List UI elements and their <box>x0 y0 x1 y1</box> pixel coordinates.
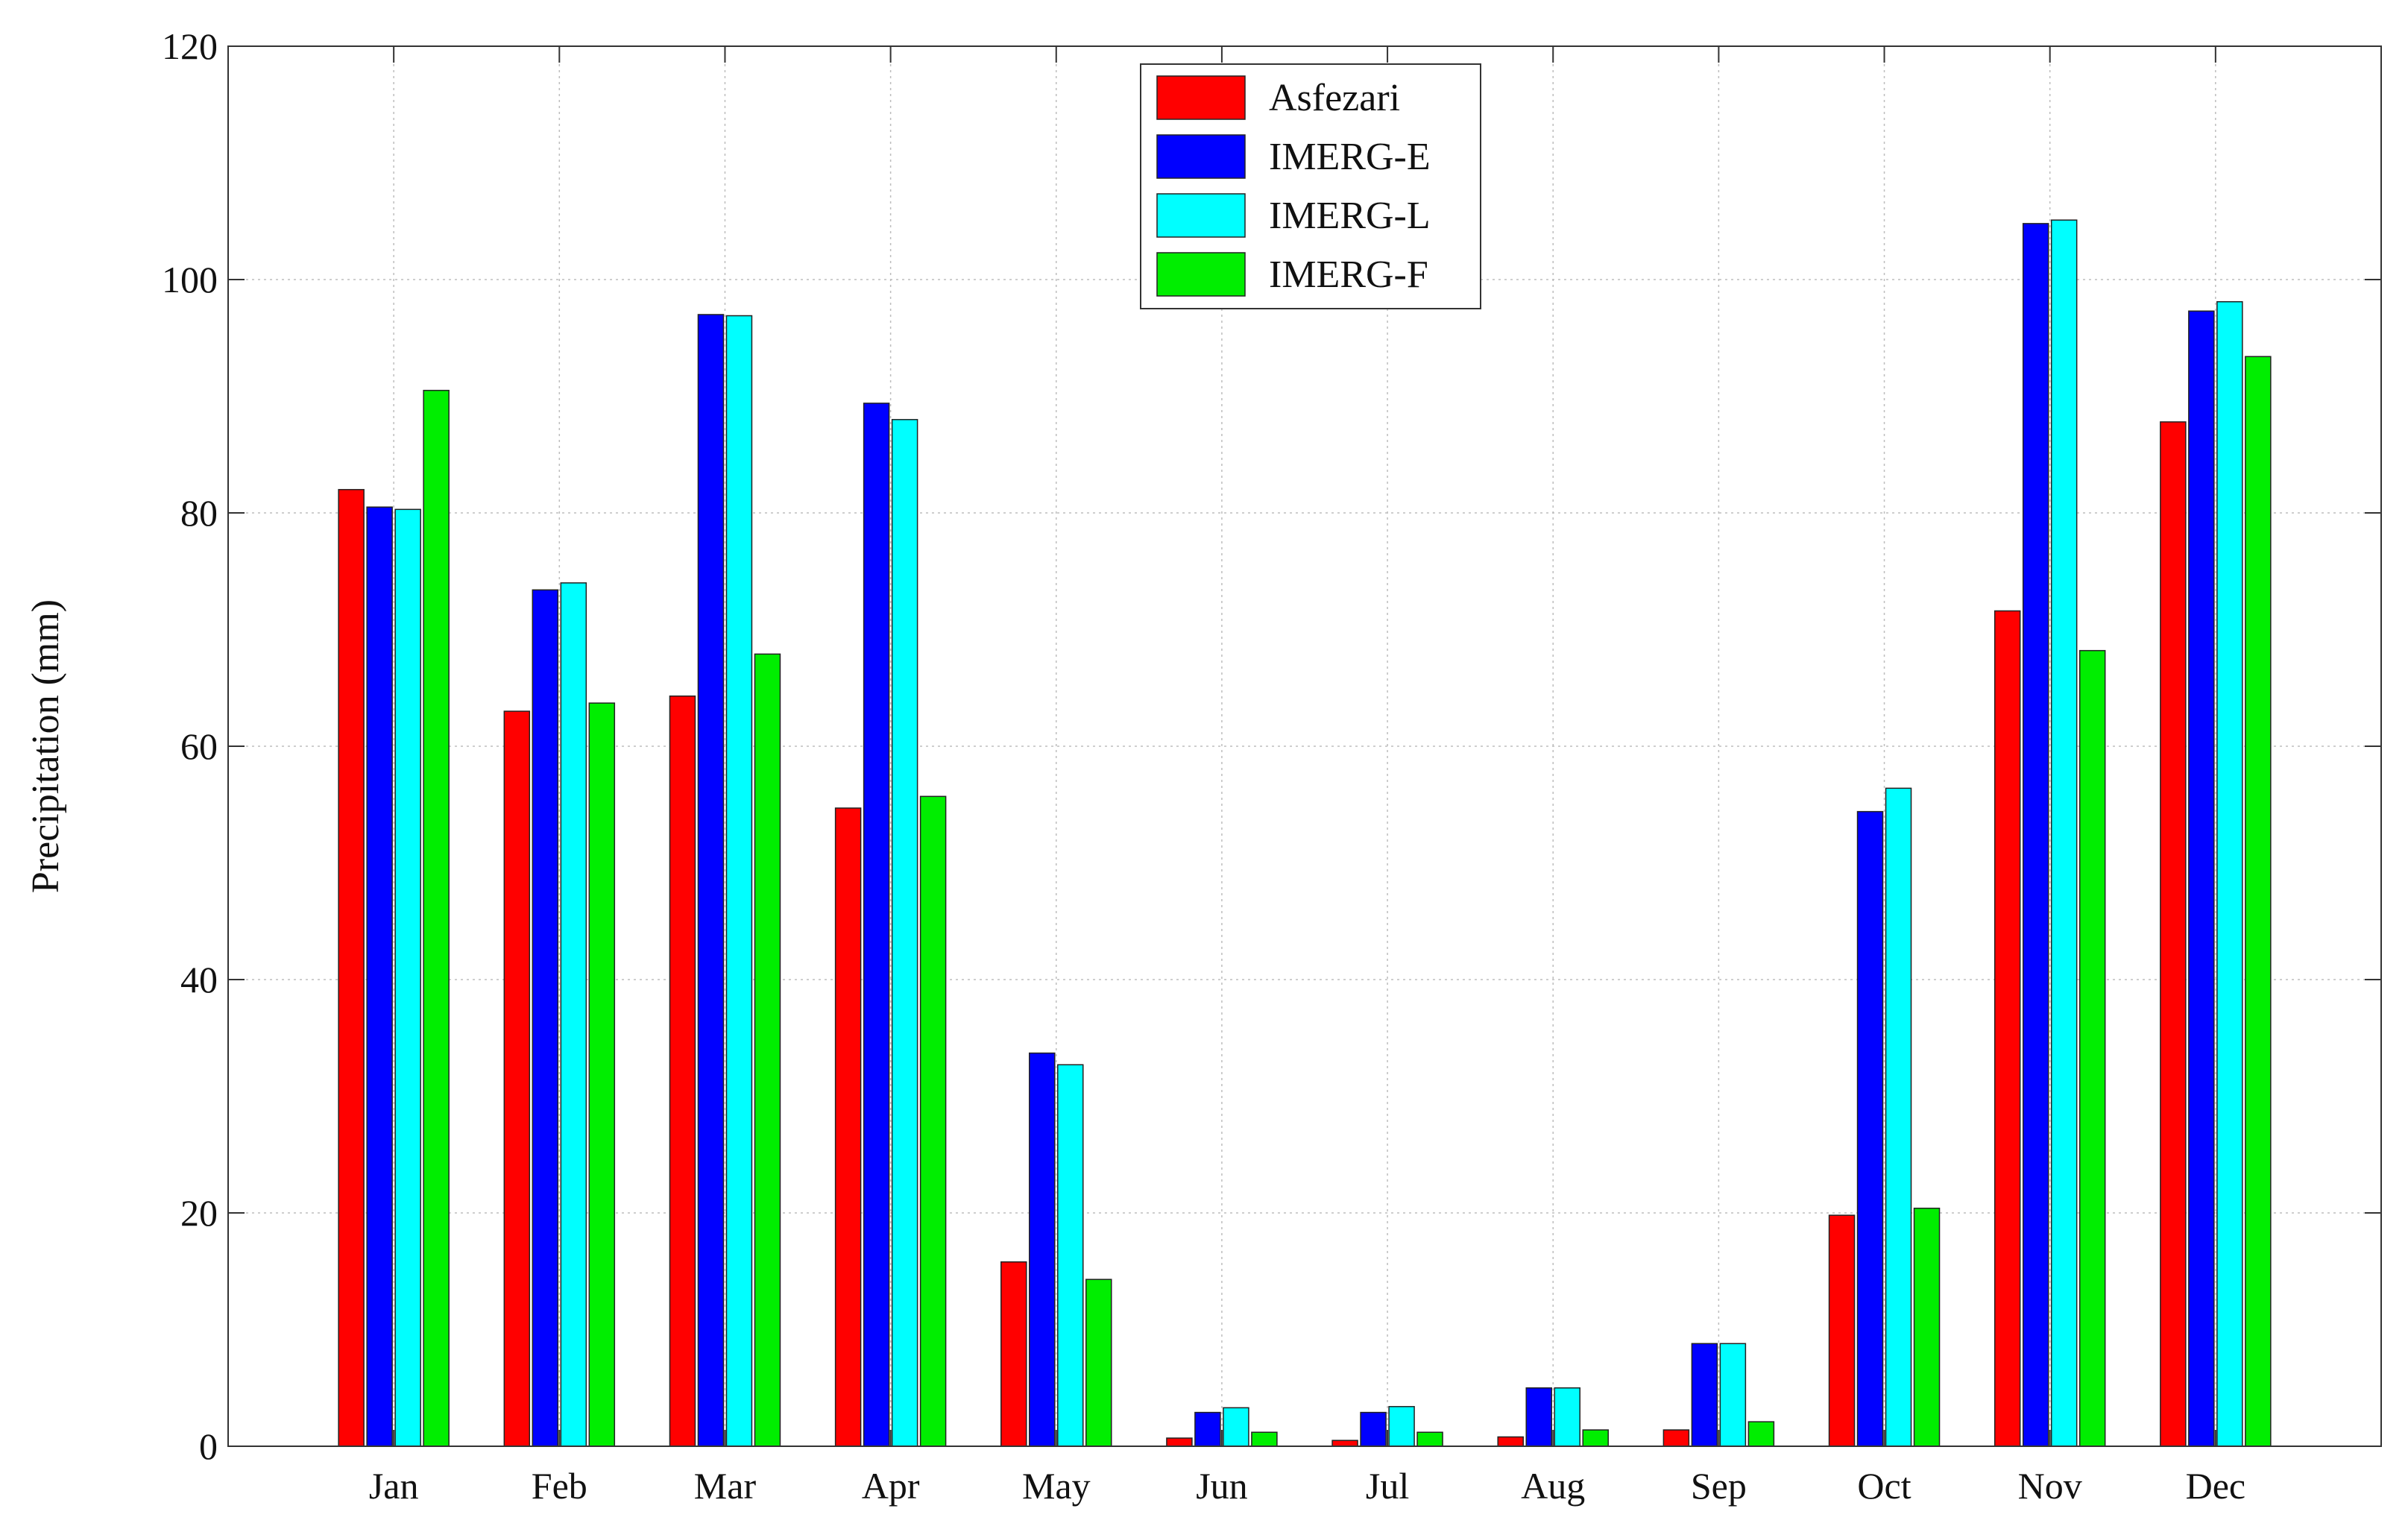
x-tick-label: Jul <box>1366 1465 1409 1507</box>
bar-asfezari-mar <box>669 695 696 1447</box>
bar-imerg-e-jun <box>1194 1411 1221 1447</box>
bar-imerg-e-apr <box>863 403 890 1447</box>
bar-imerg-f-jun <box>1251 1431 1278 1447</box>
y-tick-label: 60 <box>180 725 218 767</box>
bar-imerg-l-oct <box>1885 787 1912 1447</box>
bar-imerg-l-feb <box>560 582 587 1447</box>
bar-imerg-f-feb <box>588 702 616 1447</box>
bar-asfezari-may <box>1000 1261 1027 1447</box>
x-tick-label: Sep <box>1691 1465 1747 1507</box>
bar-asfezari-sep <box>1662 1429 1690 1447</box>
bar-imerg-e-dec <box>2188 310 2215 1447</box>
bar-imerg-e-mar <box>697 314 725 1447</box>
bar-asfezari-jul <box>1331 1440 1358 1447</box>
y-tick-label: 120 <box>162 25 218 67</box>
x-tick-label: Dec <box>2186 1465 2246 1507</box>
legend-label: Asfezari <box>1269 77 1400 119</box>
bar-asfezari-dec <box>2160 421 2187 1447</box>
bar-imerg-f-aug <box>1582 1429 1609 1447</box>
legend-label: IMERG-F <box>1269 253 1428 296</box>
x-tick-label: Aug <box>1521 1465 1585 1507</box>
bar-imerg-l-apr <box>891 419 918 1447</box>
bar-imerg-f-sep <box>1747 1421 1775 1447</box>
bar-asfezari-nov <box>1993 610 2021 1447</box>
bar-asfezari-feb <box>503 710 531 1447</box>
legend-label: IMERG-L <box>1269 195 1431 237</box>
bar-imerg-l-nov <box>2050 219 2078 1447</box>
x-tick-label: Jun <box>1196 1465 1247 1507</box>
bar-asfezari-jan <box>338 488 365 1447</box>
legend-swatch <box>1156 193 1246 238</box>
x-tick-label: Feb <box>532 1465 587 1507</box>
bar-asfezari-aug <box>1497 1436 1524 1447</box>
grid-lines <box>228 46 2381 1446</box>
bar-imerg-e-oct <box>1856 810 1884 1447</box>
bar-imerg-e-nov <box>2022 223 2049 1447</box>
bar-asfezari-oct <box>1828 1214 1856 1447</box>
y-tick-label: 40 <box>180 959 218 1000</box>
bar-imerg-f-oct <box>1913 1207 1941 1447</box>
y-tick-label: 100 <box>162 259 218 300</box>
bar-imerg-l-aug <box>1554 1387 1580 1447</box>
x-tick-label: Mar <box>694 1465 757 1507</box>
bar-imerg-l-jul <box>1388 1406 1415 1447</box>
y-tick-label: 80 <box>180 492 218 534</box>
bar-imerg-l-jan <box>394 508 421 1447</box>
bar-imerg-e-aug <box>1525 1387 1552 1447</box>
legend-swatch <box>1156 252 1246 297</box>
bar-imerg-f-jul <box>1416 1431 1443 1447</box>
y-tick-label: 0 <box>199 1425 218 1467</box>
bar-imerg-f-mar <box>754 653 781 1447</box>
y-tick-label: 20 <box>180 1192 218 1234</box>
axis-ticks: 0 20 40 60 80 100 120 Jan Feb Mar Apr May Jun Jul Aug S… <box>162 25 2381 1507</box>
bar-imerg-e-jul <box>1360 1411 1387 1447</box>
x-tick-label: May <box>1022 1465 1091 1507</box>
bar-imerg-l-jun <box>1223 1407 1249 1447</box>
bar-imerg-e-feb <box>532 589 559 1447</box>
x-tick-label: Nov <box>2018 1465 2082 1507</box>
bar-asfezari-jun <box>1166 1437 1193 1447</box>
x-tick-label: Jan <box>369 1465 419 1507</box>
bar-imerg-e-sep <box>1691 1343 1718 1447</box>
y-axis-label: Precipitation (mm) <box>25 599 67 893</box>
bar-asfezari-apr <box>834 807 862 1447</box>
legend-swatch <box>1156 75 1246 120</box>
bar-imerg-f-nov <box>2078 649 2106 1447</box>
bar-imerg-f-may <box>1085 1279 1112 1447</box>
legend-label: IMERG-E <box>1269 136 1431 178</box>
bar-imerg-l-mar <box>725 315 753 1447</box>
legend-swatch <box>1156 134 1246 179</box>
bar-imerg-l-sep <box>1719 1343 1747 1447</box>
x-tick-label: Oct <box>1857 1465 1911 1507</box>
bar-imerg-f-apr <box>919 795 947 1447</box>
bar-imerg-e-may <box>1029 1052 1056 1447</box>
bar-imerg-f-jan <box>423 389 450 1447</box>
legend: Asfezari IMERG-E IMERG-L IMERG-F <box>1140 63 1481 309</box>
bar-imerg-l-dec <box>2216 300 2243 1447</box>
bar-imerg-e-jan <box>366 506 393 1447</box>
bar-imerg-l-may <box>1057 1064 1084 1447</box>
bar-imerg-f-dec <box>2245 356 2272 1447</box>
x-tick-label: Apr <box>862 1465 920 1507</box>
